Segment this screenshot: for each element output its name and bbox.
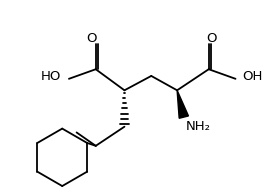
Text: O: O xyxy=(87,32,97,45)
Text: HO: HO xyxy=(41,70,61,83)
Text: O: O xyxy=(206,32,217,45)
Text: OH: OH xyxy=(242,70,263,83)
Polygon shape xyxy=(177,90,188,118)
Text: NH₂: NH₂ xyxy=(186,120,211,133)
